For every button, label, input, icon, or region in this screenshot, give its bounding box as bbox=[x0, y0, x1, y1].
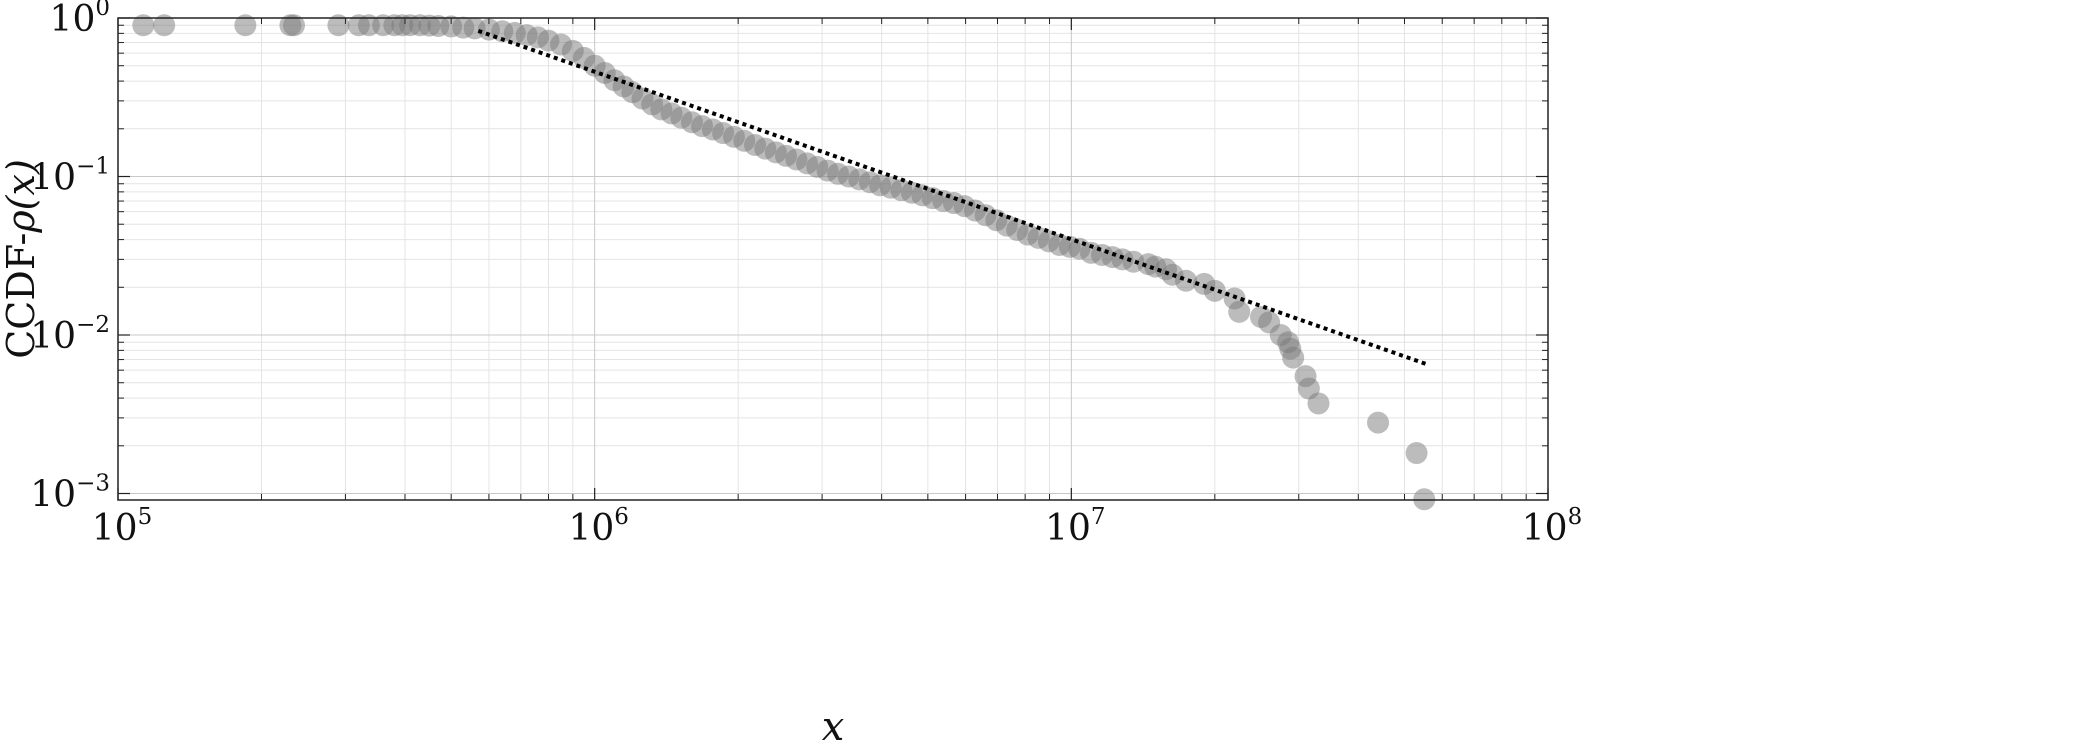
data-point bbox=[282, 14, 305, 37]
data-point bbox=[1203, 279, 1226, 302]
y-tick-label-exponent: −1 bbox=[76, 154, 110, 180]
data-point bbox=[1174, 269, 1197, 292]
y-tick-label-base: 10 bbox=[30, 158, 76, 199]
x-tick-label: 107 bbox=[1045, 504, 1105, 549]
minor-grid bbox=[118, 18, 1548, 500]
y-tick-label: 10−1 bbox=[30, 154, 110, 199]
x-tick-labels: 105 106 107 108 bbox=[92, 504, 1582, 549]
x-tick-label: 105 bbox=[92, 504, 152, 549]
data-point bbox=[1413, 488, 1436, 511]
data-point bbox=[1282, 346, 1305, 369]
data-point bbox=[1405, 442, 1428, 465]
x-tick-label-base: 10 bbox=[1045, 508, 1091, 549]
data-point bbox=[1228, 300, 1251, 323]
y-axis-title-prefix: CCDF- bbox=[0, 233, 43, 359]
x-tick-label-exponent: 7 bbox=[1091, 504, 1106, 530]
data-point bbox=[1367, 411, 1390, 434]
x-tick-label-exponent: 6 bbox=[614, 504, 629, 530]
x-tick-label-exponent: 8 bbox=[1568, 504, 1583, 530]
y-tick-label-base: 10 bbox=[30, 475, 76, 516]
y-tick-label: 10−3 bbox=[30, 471, 110, 516]
data-point bbox=[327, 14, 350, 37]
data-point bbox=[234, 14, 257, 37]
x-tick-label-base: 10 bbox=[1522, 508, 1568, 549]
y-tick-label: 100 bbox=[50, 0, 110, 40]
x-tick-label-base: 10 bbox=[92, 508, 138, 549]
data-point bbox=[1307, 392, 1330, 415]
y-tick-label-base: 10 bbox=[50, 0, 96, 40]
y-tick-label-exponent: 0 bbox=[95, 0, 110, 21]
y-tick-label-exponent: −3 bbox=[76, 471, 110, 497]
tick-marks bbox=[117, 17, 1549, 500]
scatter-points bbox=[132, 14, 1436, 511]
x-tick-label-exponent: 5 bbox=[138, 504, 153, 530]
y-axis-title-rho: ρ bbox=[0, 210, 43, 234]
x-tick-label: 108 bbox=[1522, 504, 1582, 549]
y-tick-label-base: 10 bbox=[30, 316, 76, 357]
data-point bbox=[132, 14, 155, 37]
x-tick-label-base: 10 bbox=[568, 508, 614, 549]
y-axis-title-arg: (x) bbox=[0, 159, 43, 210]
data-point bbox=[153, 14, 176, 37]
y-tick-label-exponent: −2 bbox=[76, 312, 110, 338]
x-tick-label: 106 bbox=[568, 504, 628, 549]
y-axis-title: CCDF-ρ(x) bbox=[0, 159, 43, 359]
x-axis-title: x bbox=[822, 704, 845, 747]
y-tick-label: 10−2 bbox=[30, 312, 110, 357]
